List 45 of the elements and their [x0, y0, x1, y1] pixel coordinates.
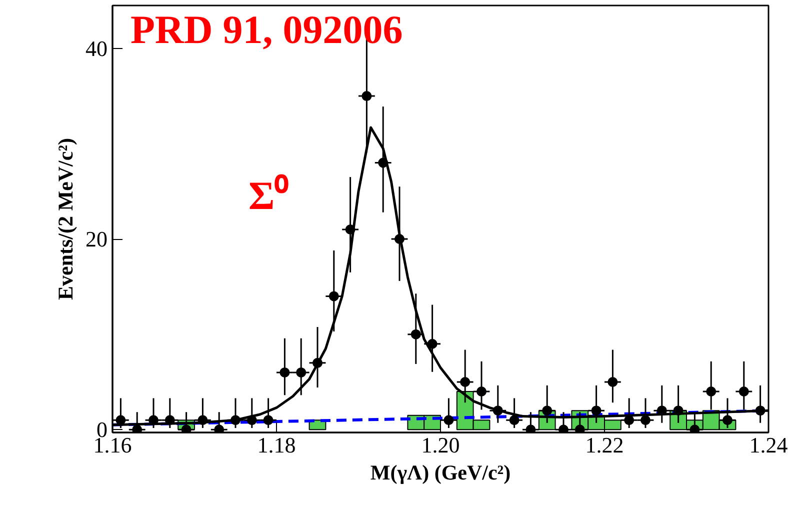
y-axis-title: Events/(2 MeV/c²): [54, 138, 78, 300]
point: [410, 329, 421, 340]
point: [198, 415, 208, 426]
y-tick-label: 20: [86, 226, 108, 252]
x-tick-label: 1.24: [749, 432, 788, 458]
point: [591, 406, 602, 416]
point: [164, 415, 175, 426]
point: [263, 415, 274, 426]
point: [755, 406, 766, 416]
point: [378, 158, 388, 168]
point: [738, 386, 749, 397]
point: [706, 386, 716, 397]
point: [673, 406, 684, 416]
point: [509, 415, 520, 426]
y-tick-label: 40: [86, 36, 108, 61]
point: [526, 424, 536, 432]
annotation: Σ⁰: [248, 173, 289, 218]
point: [656, 406, 667, 416]
point: [132, 424, 142, 432]
point: [280, 367, 290, 378]
point: [460, 376, 470, 387]
x-tick-label: 1.20: [421, 432, 460, 458]
x-tick-label: 1.22: [585, 432, 624, 458]
point: [476, 386, 486, 397]
point: [444, 415, 454, 426]
annotation: PRD 91, 092006: [130, 7, 403, 52]
point: [492, 406, 503, 416]
x-tick-label: 1.18: [257, 432, 296, 458]
point: [328, 291, 339, 302]
point: [542, 406, 552, 416]
point: [312, 358, 322, 368]
point: [296, 367, 306, 378]
point: [246, 415, 257, 426]
point: [427, 338, 438, 349]
point: [608, 376, 618, 387]
point: [394, 234, 404, 244]
point: [574, 424, 585, 432]
point: [214, 424, 224, 432]
point: [624, 415, 634, 426]
point: [230, 415, 240, 426]
point: [362, 91, 372, 102]
x-axis-title: M(γΛ) (GeV/c²): [370, 460, 511, 484]
point: [558, 424, 568, 432]
point: [640, 415, 650, 426]
point: [345, 224, 356, 234]
